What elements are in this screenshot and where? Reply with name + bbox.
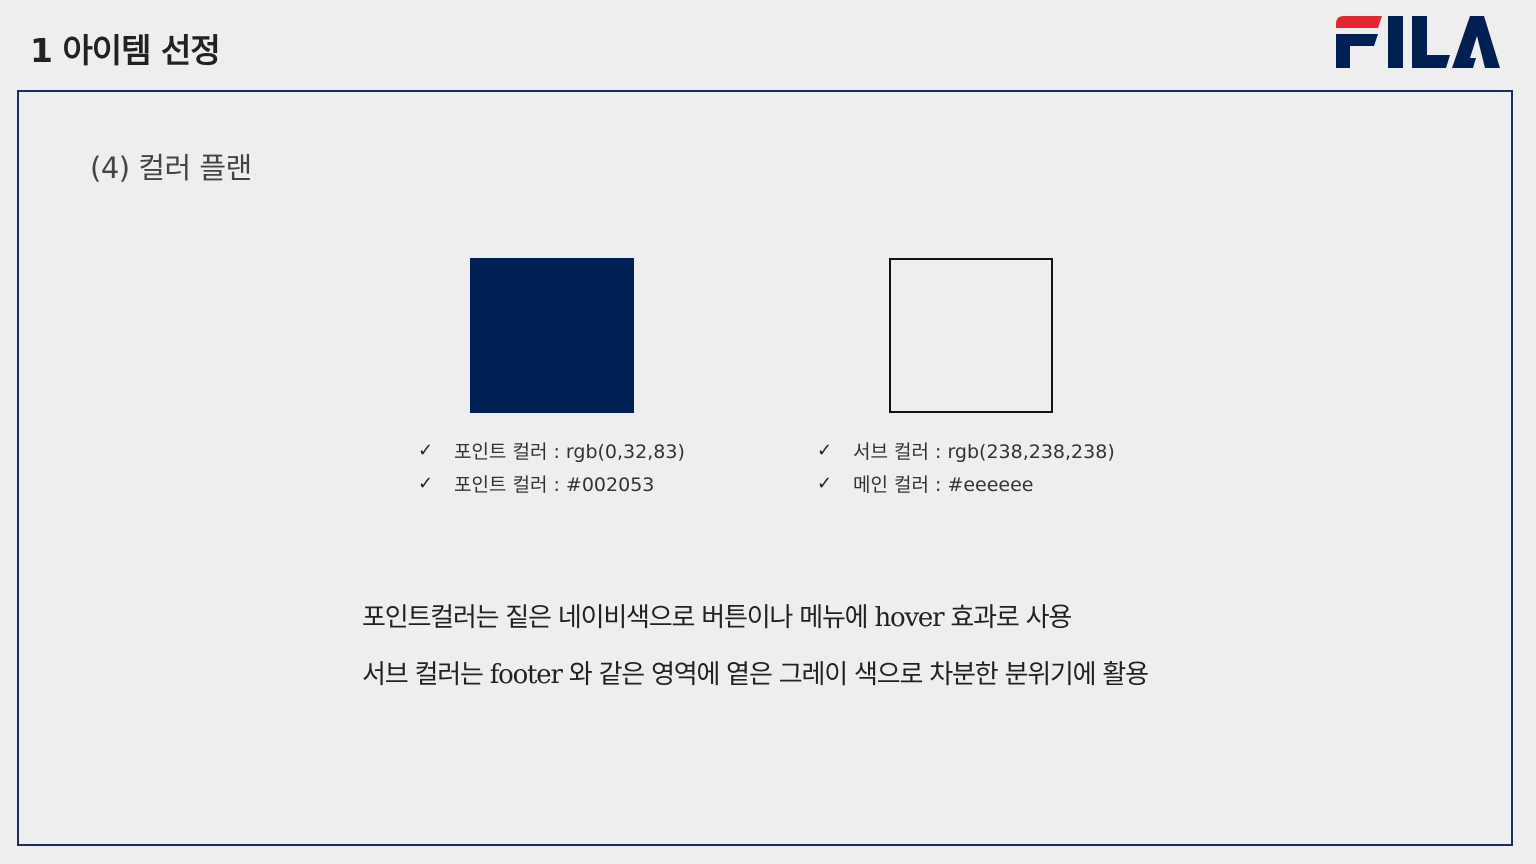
point-color-swatch bbox=[470, 258, 634, 413]
list-item: ✓ 메인 컬러 : #eeeeee bbox=[817, 467, 1115, 500]
section-title: (4) 컬러 플랜 bbox=[90, 151, 252, 185]
fila-logo-l bbox=[1412, 16, 1450, 68]
spec-text: 포인트 컬러 : rgb(0,32,83) bbox=[454, 441, 685, 463]
list-item: ✓ 포인트 컬러 : #002053 bbox=[418, 467, 685, 500]
list-item: ✓ 서브 컬러 : rgb(238,238,238) bbox=[817, 434, 1115, 467]
checkmark-icon: ✓ bbox=[817, 473, 833, 494]
fila-logo-i bbox=[1388, 16, 1403, 68]
spec-text: 포인트 컬러 : #002053 bbox=[454, 474, 655, 496]
content-frame bbox=[17, 90, 1513, 846]
description-line-1: 포인트컬러는 짙은 네이비색으로 버튼이나 메뉴에 hover 효과로 사용 bbox=[362, 603, 1072, 633]
spec-text: 서브 컬러 : rgb(238,238,238) bbox=[853, 441, 1115, 463]
fila-logo-red-bar bbox=[1336, 16, 1382, 28]
description: 포인트컬러는 짙은 네이비색으로 버튼이나 메뉴에 hover 효과로 사용 서… bbox=[362, 590, 1149, 704]
checkmark-icon: ✓ bbox=[817, 440, 833, 461]
sub-color-swatch bbox=[889, 258, 1053, 413]
spec-text: 메인 컬러 : #eeeeee bbox=[853, 474, 1034, 496]
slide-title: 1 아이템 선정 bbox=[30, 31, 221, 70]
description-line-2: 서브 컬러는 footer 와 같은 영역에 옅은 그레이 색으로 차분한 분위… bbox=[362, 660, 1149, 690]
fila-logo-f bbox=[1336, 34, 1378, 68]
point-color-spec-list: ✓ 포인트 컬러 : rgb(0,32,83) ✓ 포인트 컬러 : #0020… bbox=[418, 434, 685, 500]
sub-color-spec-list: ✓ 서브 컬러 : rgb(238,238,238) ✓ 메인 컬러 : #ee… bbox=[817, 434, 1115, 500]
fila-logo bbox=[1336, 16, 1500, 68]
checkmark-icon: ✓ bbox=[418, 473, 434, 494]
list-item: ✓ 포인트 컬러 : rgb(0,32,83) bbox=[418, 434, 685, 467]
checkmark-icon: ✓ bbox=[418, 440, 434, 461]
fila-logo-a bbox=[1452, 16, 1500, 68]
